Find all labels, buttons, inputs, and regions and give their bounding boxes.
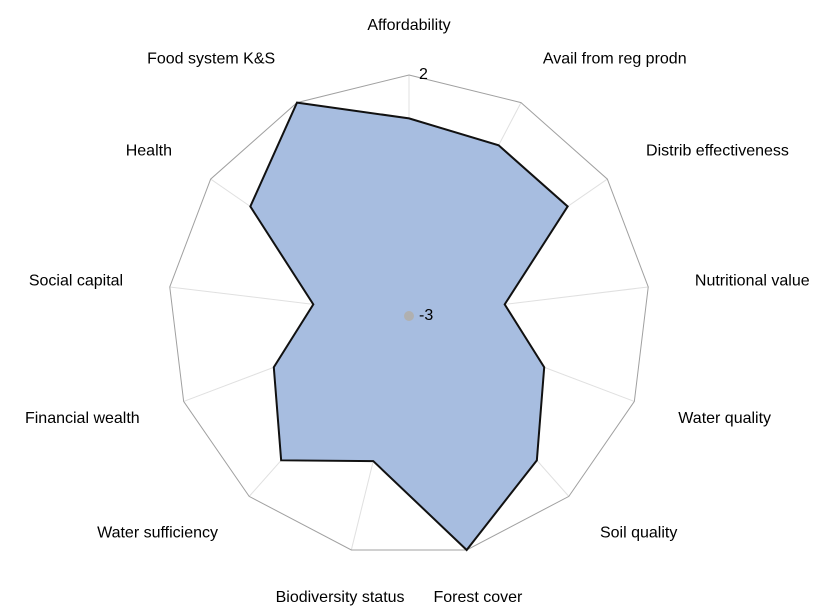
category-label: Social capital <box>29 272 123 289</box>
category-label: Affordability <box>367 17 450 34</box>
category-label: Financial wealth <box>25 410 140 427</box>
category-label: Water quality <box>678 410 771 427</box>
category-label: Biodiversity status <box>276 589 405 606</box>
category-label: Nutritional value <box>695 272 810 289</box>
category-label: Avail from reg prodn <box>543 50 687 67</box>
category-label: Health <box>126 142 172 159</box>
grid-ring <box>169 74 649 551</box>
category-label: Water sufficiency <box>97 524 218 541</box>
category-label: Distrib effectiveness <box>646 142 789 159</box>
center-dot <box>404 311 414 321</box>
category-label: Forest cover <box>433 589 523 606</box>
r-tick-label: 2 <box>419 66 428 83</box>
data-area <box>249 101 569 552</box>
category-label: Food system K&S <box>147 50 275 67</box>
category-label: Soil quality <box>600 524 677 541</box>
r-tick-label: -3 <box>419 307 433 324</box>
